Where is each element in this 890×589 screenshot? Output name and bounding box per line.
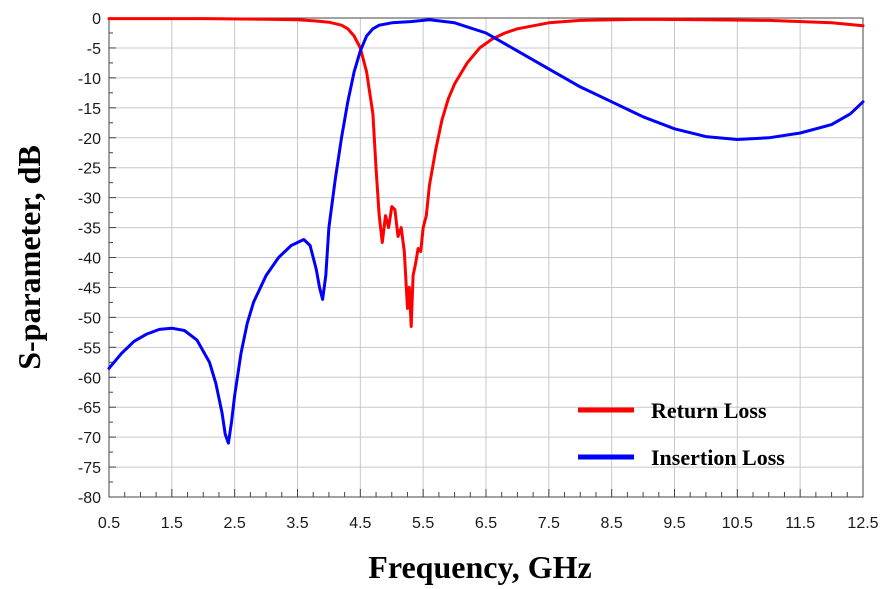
y-tick-label: -50	[78, 310, 101, 327]
y-tick-labels: 0 -5 -10 -15 -20 -25 -30 -35 -40 -45 -50 -55 -60 -65 -…	[78, 11, 101, 507]
x-axis-title: Frequency, GHz	[368, 549, 591, 585]
y-tick-label: -15	[78, 101, 101, 118]
y-tick-label: -60	[78, 370, 101, 387]
y-tick-label: -25	[78, 161, 101, 178]
x-tick-label: 10.5	[722, 515, 753, 532]
x-tick-label: 0.5	[98, 515, 120, 532]
x-tick-label: 7.5	[538, 515, 560, 532]
x-tick-labels: 0.5 1.5 2.5 3.5 4.5 5.5 6.5 7.5 8.5 9.5 10.5 11.5 12…	[98, 515, 879, 532]
y-tick-label: -40	[78, 251, 101, 268]
legend-label-return-loss: Return Loss	[651, 398, 767, 423]
y-tick-label: -5	[87, 41, 101, 58]
legend-label-insertion-loss: Insertion Loss	[651, 445, 785, 470]
y-tick-label: -80	[78, 490, 101, 507]
x-tick-label: 8.5	[601, 515, 623, 532]
y-tick-label: -30	[78, 191, 101, 208]
y-tick-label: 0	[92, 11, 101, 28]
x-tick-label: 1.5	[161, 515, 183, 532]
y-tick-label: -35	[78, 221, 101, 238]
x-tick-label: 5.5	[412, 515, 434, 532]
y-tick-label: -20	[78, 131, 101, 148]
series-lines	[107, 17, 865, 445]
x-tick-label: 11.5	[785, 515, 815, 532]
series-line-return-loss	[107, 17, 865, 328]
y-tick-label: -10	[78, 71, 101, 88]
x-tick-label: 4.5	[349, 515, 371, 532]
x-tick-label: 6.5	[475, 515, 497, 532]
y-axis-title: S-parameter, dB	[11, 145, 47, 370]
y-tick-label: -70	[78, 430, 101, 447]
y-tick-label: -55	[78, 340, 101, 357]
x-tick-label: 3.5	[286, 515, 308, 532]
x-tick-label: 9.5	[663, 515, 685, 532]
series-line-insertion-loss	[107, 18, 865, 445]
legend: Return Loss Insertion Loss	[578, 398, 785, 470]
y-tick-label: -45	[78, 280, 101, 297]
y-tick-label: -75	[78, 460, 101, 477]
x-tick-label: 12.5	[847, 515, 878, 532]
x-tick-label: 2.5	[224, 515, 246, 532]
y-tick-label: -65	[78, 400, 101, 417]
